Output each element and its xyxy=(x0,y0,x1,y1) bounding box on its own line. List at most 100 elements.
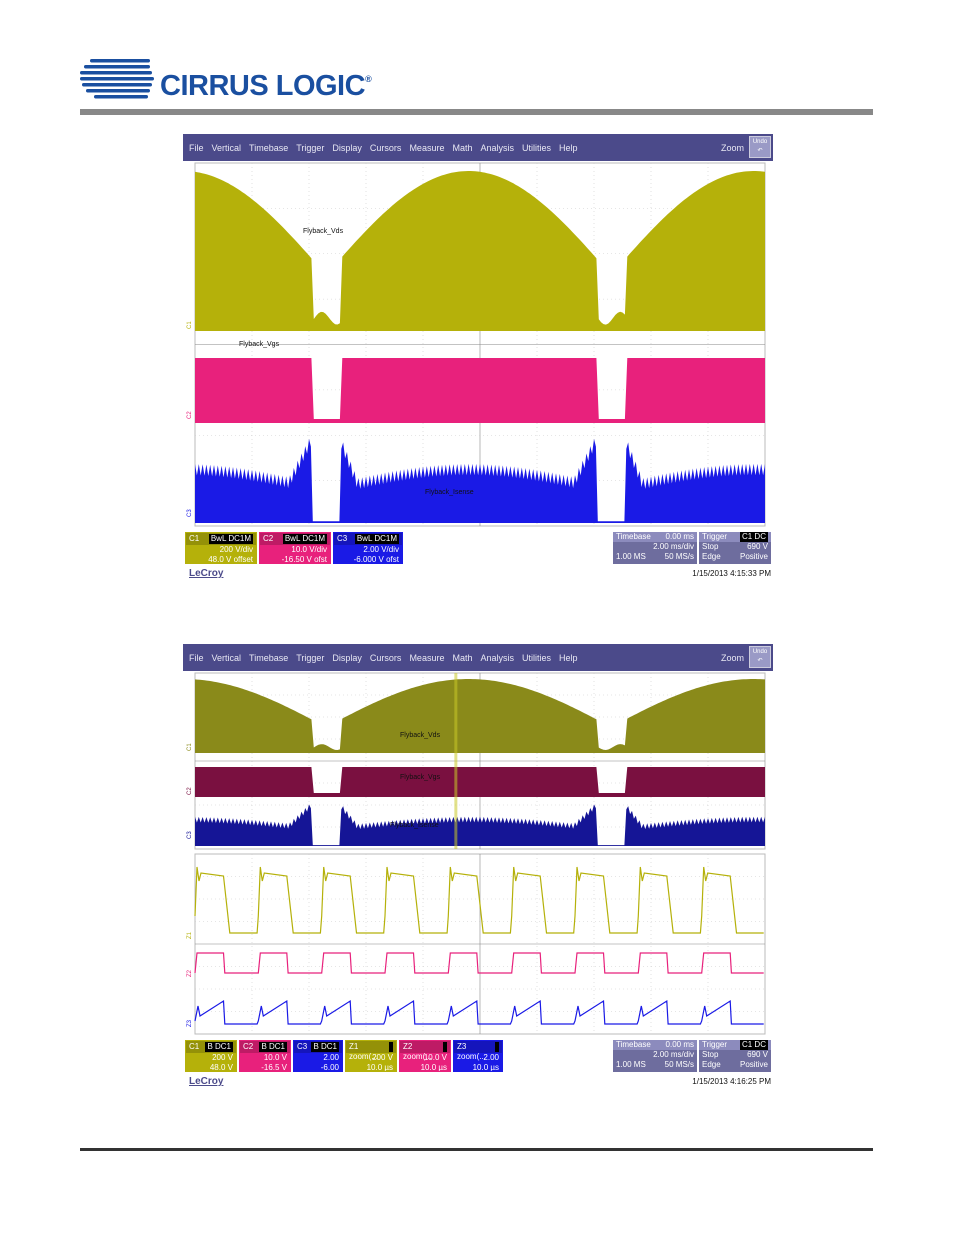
c2-marker: C2 xyxy=(187,411,193,419)
oscilloscope-screenshot-1: File Vertical Timebase Trigger Display Cursor… xyxy=(183,134,773,580)
channel-name: C3 xyxy=(297,1042,308,1051)
menu-math[interactable]: Math xyxy=(452,142,473,153)
channel-name: C2 xyxy=(243,1042,254,1051)
channel-scale: 2.00 xyxy=(323,1053,339,1062)
channel-offset: 48.0 V offset xyxy=(208,555,253,564)
channel-scale: 10.0 V xyxy=(423,1053,447,1062)
menu-timebase[interactable]: Timebase xyxy=(249,652,289,663)
z1-marker: Z1 xyxy=(187,931,193,939)
channel-box-3[interactable]: C3 B DC1 2.00 -6.00 xyxy=(293,1040,343,1072)
lecroy-brand: LeCroy xyxy=(189,1076,224,1087)
c3-marker: C3 xyxy=(187,509,193,517)
channel-offset: 10.0 µs xyxy=(366,1063,393,1072)
channel-box-3[interactable]: C3 BwL DC1M 2.00 V/div -6.000 V ofst xyxy=(333,532,403,564)
menu-vertical[interactable]: Vertical xyxy=(211,652,242,663)
channel-offset: 10.0 µs xyxy=(420,1063,447,1072)
z3-marker: Z3 xyxy=(187,1019,193,1027)
channel-offset: 10.0 µs xyxy=(472,1063,499,1072)
menu-bar: File Vertical Timebase Trigger Display Cursor… xyxy=(183,134,773,161)
channel-box-5[interactable]: Z2 zoom(... 10.0 V 10.0 µs xyxy=(399,1040,451,1072)
menu-help[interactable]: Help xyxy=(559,652,578,663)
menu-utilities[interactable]: Utilities xyxy=(521,652,551,663)
menu-trigger[interactable]: Trigger xyxy=(296,142,325,153)
channel-box-1[interactable]: C1 B DC1 200 V 48.0 V xyxy=(185,1040,237,1072)
channel-box-6[interactable]: Z3 zoom(... 2.00 10.0 µs xyxy=(453,1040,503,1072)
waveform-display: Flyback_Vds Flyback_Vgs Flyback_Isense C1 C2… xyxy=(187,162,766,527)
channel-box-2[interactable]: C2 BwL DC1M 10.0 V/div -16.50 V ofst xyxy=(259,532,331,564)
label-flyback-vgs: Flyback_Vgs xyxy=(239,341,280,348)
menu-display[interactable]: Display xyxy=(332,142,362,153)
channel-tags: B DC1 xyxy=(259,1042,287,1052)
timestamp: 1/15/2013 4:15:33 PM xyxy=(692,569,771,578)
menu-utilities[interactable]: Utilities xyxy=(521,142,551,153)
channel-scale: 2.00 xyxy=(483,1053,499,1062)
channel-scale: 200 V xyxy=(212,1053,233,1062)
zoom-region-marker[interactable] xyxy=(454,673,458,849)
zoom-button[interactable]: Zoom xyxy=(720,143,744,153)
channel-scale: 10.0 V/div xyxy=(291,545,327,554)
channel-box-1[interactable]: C1 BwL DC1M 200 V/div 48.0 V offset xyxy=(185,532,257,564)
label-flyback-vgs: Flyback_Vgs xyxy=(400,774,441,781)
channel-box-4[interactable]: Z1 zoom(... 200 V 10.0 µs xyxy=(345,1040,397,1072)
channel-name: C1 xyxy=(189,1042,200,1051)
undo-button[interactable]: Undo ↶ xyxy=(749,136,771,158)
channel-box-2[interactable]: C2 B DC1 10.0 V -16.5 V xyxy=(239,1040,291,1072)
undo-button[interactable]: Undo ↶ xyxy=(749,646,771,668)
menu-measure[interactable]: Measure xyxy=(409,142,445,153)
timebase-panel[interactable]: Timebase 0.00 ms 2.00 ms/div 1.00 MS 50 MS… xyxy=(613,532,697,564)
channel-tags: BwL DC1M xyxy=(282,534,327,544)
logo-wordmark: CIRRUS LOGIC® xyxy=(160,70,372,102)
lecroy-brand: LeCroy xyxy=(189,568,224,579)
channel-name: Z2 zoom(... xyxy=(403,1042,432,1061)
menu-trigger[interactable]: Trigger xyxy=(296,652,325,663)
zoom-button[interactable]: Zoom xyxy=(720,653,744,663)
label-flyback-isense: Flyback_Isense xyxy=(390,822,439,829)
menu-measure[interactable]: Measure xyxy=(409,652,445,663)
menu-math[interactable]: Math xyxy=(452,652,473,663)
label-flyback-isense: Flyback_Isense xyxy=(425,489,474,496)
oscilloscope-screenshot-2: File Vertical Timebase Trigger Display Cursor… xyxy=(183,644,773,1090)
channel-offset: -16.5 V xyxy=(261,1063,287,1072)
z2-marker: Z2 xyxy=(187,969,193,977)
channel-scale: 2.00 V/div xyxy=(363,545,399,554)
channel-offset: -6.00 xyxy=(320,1063,339,1072)
channel-name: C2 xyxy=(263,534,274,543)
menu-analysis[interactable]: Analysis xyxy=(480,652,514,663)
channel-name: C3 xyxy=(337,534,348,543)
channel-scale: 200 V/div xyxy=(219,545,253,554)
menu-cursors[interactable]: Cursors xyxy=(369,142,402,153)
c2-marker: C2 xyxy=(187,787,193,795)
timebase-panel[interactable]: Timebase 0.00 ms 2.00 ms/div 1.00 MS 50 MS… xyxy=(613,1040,697,1072)
zoom-trace-isense xyxy=(194,999,764,1025)
menu-vertical[interactable]: Vertical xyxy=(211,142,242,153)
menu-file[interactable]: File xyxy=(189,142,204,153)
trace-vds xyxy=(195,171,765,331)
channel-tags xyxy=(389,1042,393,1052)
menu-bar: File Vertical Timebase Trigger Display Cursor… xyxy=(183,644,773,671)
menu-timebase[interactable]: Timebase xyxy=(249,142,289,153)
menu-display[interactable]: Display xyxy=(332,652,362,663)
menu-analysis[interactable]: Analysis xyxy=(480,142,514,153)
channel-offset: 48.0 V xyxy=(209,1063,233,1072)
label-flyback-vds: Flyback_Vds xyxy=(303,228,344,235)
menu-help[interactable]: Help xyxy=(559,142,578,153)
trigger-panel[interactable]: Trigger C1 DC Stop 690 V Edge Positive xyxy=(699,1040,771,1072)
channel-offset: -16.50 V ofst xyxy=(281,555,327,564)
timestamp: 1/15/2013 4:16:25 PM xyxy=(692,1077,771,1086)
trace-vds xyxy=(195,679,765,753)
channel-name: C1 xyxy=(189,534,200,543)
menu-file[interactable]: File xyxy=(189,652,204,663)
header-divider xyxy=(80,109,873,115)
trace-vgs xyxy=(195,767,765,797)
trace-isense xyxy=(195,438,765,523)
c1-marker: C1 xyxy=(187,743,193,751)
footer-divider xyxy=(80,1148,873,1151)
channel-tags: BwL DC1M xyxy=(208,534,253,544)
channel-offset: -6.000 V ofst xyxy=(353,555,399,564)
waveform-display: Flyback_Vds Flyback_Vgs Flyback_Isense C1 C2… xyxy=(187,672,766,1035)
trigger-panel[interactable]: Trigger C1 DC Stop 690 V Edge Positive xyxy=(699,532,771,564)
channel-tags: BwL DC1M xyxy=(354,534,399,544)
channel-tags xyxy=(443,1042,447,1052)
menu-cursors[interactable]: Cursors xyxy=(369,652,402,663)
channel-tags: B DC1 xyxy=(205,1042,233,1052)
